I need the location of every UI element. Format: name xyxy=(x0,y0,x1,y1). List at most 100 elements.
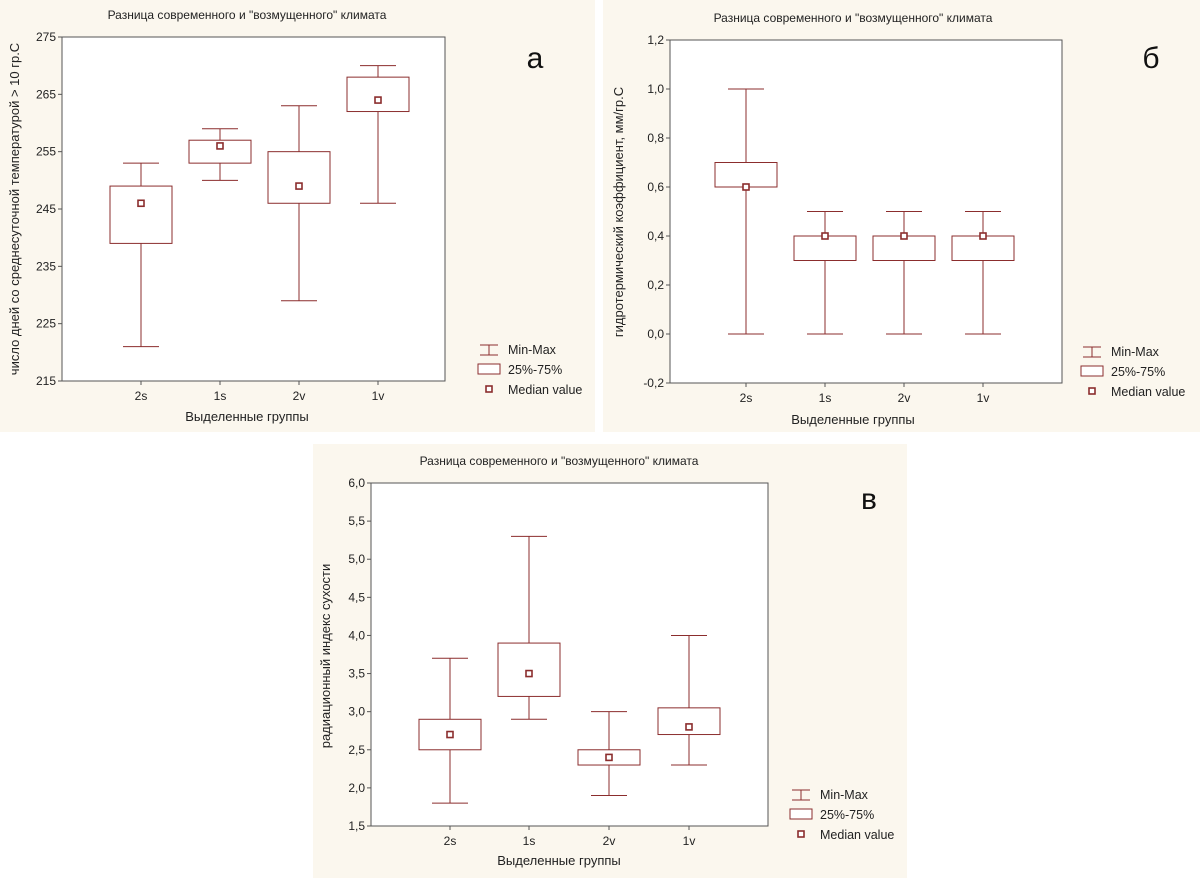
y-tick-label: 5,5 xyxy=(348,514,365,528)
legend-median-label: Median value xyxy=(820,828,894,842)
box-group-2v xyxy=(872,211,936,335)
x-tick-label: 1s xyxy=(214,389,227,403)
y-tick-label: 235 xyxy=(36,259,56,273)
chart-title: Разница современного и "возмущенного" кл… xyxy=(420,454,699,468)
legend-minmax-label: Min-Max xyxy=(508,343,557,357)
chart-panel-b: Разница современного и "возмущенного" кл… xyxy=(603,0,1200,432)
legend-box-icon xyxy=(789,808,813,820)
median-marker xyxy=(605,753,613,762)
legend: Min-Max 25%-75% Median value xyxy=(1080,345,1185,399)
legend-box-label: 25%-75% xyxy=(820,808,874,822)
box-group-1v xyxy=(657,634,721,766)
plot-area xyxy=(370,482,769,827)
iqr-box xyxy=(497,642,561,697)
median-marker xyxy=(900,232,908,240)
box-group-2s xyxy=(418,657,482,804)
y-tick-label: 6,0 xyxy=(348,476,365,490)
median-marker xyxy=(821,232,829,240)
legend-median-icon xyxy=(797,830,805,838)
iqr-box xyxy=(346,76,410,113)
panel-letter: б xyxy=(1142,42,1159,75)
chart-title: Разница современного и "возмущенного" кл… xyxy=(714,11,993,25)
x-axis-label: Выделенные группы xyxy=(185,409,309,424)
box-group-1s xyxy=(793,211,857,335)
x-tick-label: 2s xyxy=(135,389,148,403)
x-axis-label: Выделенные группы xyxy=(791,412,915,427)
y-tick-label: 1,2 xyxy=(647,33,664,47)
box-group-1s xyxy=(497,535,561,720)
iqr-box xyxy=(188,139,252,164)
x-tick-label: 1v xyxy=(683,834,696,848)
y-axis-label: гидротермический коэффициент, мм/гр.С xyxy=(611,87,626,337)
chart-title: Разница современного и "возмущенного" кл… xyxy=(108,8,387,22)
median-marker xyxy=(137,199,145,208)
legend-minmax-label: Min-Max xyxy=(1111,345,1160,359)
x-tick-label: 1v xyxy=(372,389,385,403)
box-group-2s xyxy=(714,88,778,335)
x-axis-label: Выделенные группы xyxy=(497,853,621,868)
box-group-2v xyxy=(577,711,641,797)
x-tick-label: 1s xyxy=(523,834,536,848)
x-tick-label: 2v xyxy=(293,389,306,403)
iqr-box xyxy=(109,185,173,244)
median-marker xyxy=(446,730,454,739)
legend: Min-Max 25%-75% Median value xyxy=(789,788,894,842)
x-tick-label: 2s xyxy=(444,834,457,848)
y-tick-label: -0,2 xyxy=(643,376,664,390)
box-group-2s xyxy=(109,162,173,348)
y-tick-label: 215 xyxy=(36,374,56,388)
x-tick-label: 1v xyxy=(977,391,990,405)
panel-letter: а xyxy=(527,42,544,75)
y-tick-label: 3,0 xyxy=(348,705,365,719)
y-tick-label: 0,8 xyxy=(647,131,664,145)
y-tick-label: 4,5 xyxy=(348,590,365,604)
legend-median-icon xyxy=(485,385,493,393)
x-tick-label: 2v xyxy=(898,391,911,405)
legend-median-icon xyxy=(1088,387,1096,395)
x-tick-label: 2v xyxy=(603,834,616,848)
box-group-1v xyxy=(951,211,1015,335)
legend-box-icon xyxy=(477,363,501,375)
boxplot-chart-c: Разница современного и "возмущенного" кл… xyxy=(318,454,894,868)
box-group-1s xyxy=(188,128,252,181)
median-marker xyxy=(525,669,533,678)
y-tick-label: 1,0 xyxy=(647,82,664,96)
chart-panel-a: Разница современного и "возмущенного" кл… xyxy=(0,0,595,432)
iqr-box xyxy=(714,162,778,188)
x-tick-label: 2s xyxy=(740,391,753,405)
median-marker xyxy=(979,232,987,240)
plot-area xyxy=(669,39,1063,384)
chart-panel-c: Разница современного и "возмущенного" кл… xyxy=(313,444,907,878)
y-tick-label: 0,2 xyxy=(647,278,664,292)
iqr-box xyxy=(267,151,331,204)
legend-box-label: 25%-75% xyxy=(508,363,562,377)
box-group-1v xyxy=(346,65,410,204)
median-marker xyxy=(374,96,382,104)
iqr-box xyxy=(793,235,857,261)
y-tick-label: 265 xyxy=(36,87,56,101)
y-tick-label: 4,0 xyxy=(348,628,365,642)
boxplot-chart-b: Разница современного и "возмущенного" кл… xyxy=(611,11,1185,427)
y-tick-label: 2,5 xyxy=(348,743,365,757)
panel-letter: в xyxy=(861,483,877,516)
y-tick-label: 275 xyxy=(36,30,56,44)
median-marker xyxy=(216,142,224,150)
legend: Min-Max 25%-75% Median value xyxy=(477,343,582,397)
y-tick-label: 0,6 xyxy=(647,180,664,194)
iqr-box xyxy=(951,235,1015,261)
legend-median-label: Median value xyxy=(1111,385,1185,399)
legend-box-label: 25%-75% xyxy=(1111,365,1165,379)
legend-minmax-label: Min-Max xyxy=(820,788,869,802)
y-tick-label: 3,5 xyxy=(348,667,365,681)
y-tick-label: 0,4 xyxy=(647,229,664,243)
y-axis-label: радиационный индекс сухости xyxy=(318,564,333,749)
median-marker xyxy=(685,723,693,731)
legend-box-icon xyxy=(1080,365,1104,377)
x-tick-label: 1s xyxy=(819,391,832,405)
median-marker xyxy=(742,183,750,191)
y-axis-label: число дней со среднесуточной температуро… xyxy=(7,43,22,375)
y-tick-label: 0,0 xyxy=(647,327,664,341)
y-tick-label: 255 xyxy=(36,145,56,159)
y-tick-label: 2,0 xyxy=(348,781,365,795)
boxplot-chart-a: Разница современного и "возмущенного" кл… xyxy=(7,8,582,424)
